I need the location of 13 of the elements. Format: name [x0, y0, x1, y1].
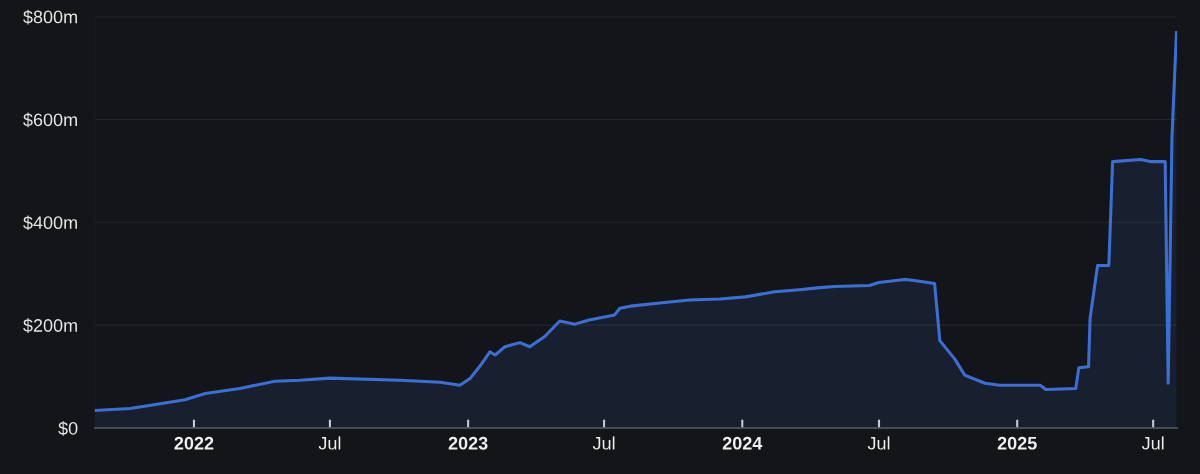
- x-tick-label: 2022: [174, 436, 214, 450]
- x-tick-label: Jul: [867, 436, 890, 450]
- y-tick-label: $800m: [23, 9, 77, 25]
- x-tick-label: 2023: [448, 436, 488, 450]
- x-tick-label: Jul: [1141, 436, 1164, 450]
- x-tick-label: Jul: [318, 436, 341, 450]
- y-tick-label: $200m: [23, 318, 77, 333]
- y-tick-label: $600m: [23, 112, 77, 128]
- y-tick-label: $400m: [23, 215, 77, 231]
- x-tick-label: Jul: [592, 436, 615, 450]
- x-tick-label: 2025: [997, 436, 1037, 450]
- y-tick-label: $0: [58, 421, 78, 436]
- x-tick-label: 2024: [722, 436, 763, 450]
